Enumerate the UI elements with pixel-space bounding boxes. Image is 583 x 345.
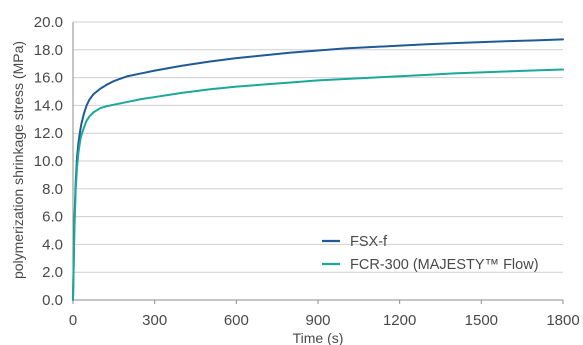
series-lines (72, 38, 564, 301)
x-tick-label-1800: 1800 (546, 312, 579, 329)
legend-label-fsx-f: FSX-f (350, 234, 388, 250)
x-tick-label-1200: 1200 (383, 312, 416, 329)
x-axis-title: Time (s) (293, 330, 344, 345)
y-tick-label-8: 8.0 (42, 181, 63, 198)
legend: FSX-f FCR-300 (MAJESTY™ Flow) (322, 234, 539, 273)
y-tick-label-20: 20.0 (34, 14, 63, 31)
y-tick-label-10: 10.0 (34, 153, 63, 170)
y-tick-label-4: 4.0 (42, 236, 63, 253)
y-tick-labels: 0.0 2.0 4.0 6.0 8.0 10.0 12.0 14.0 16.0 18.0 20.0 (34, 14, 63, 309)
series-line-fcr-300 (72, 68, 564, 301)
x-tick-labels: 0 300 600 900 1200 1500 1800 (69, 312, 580, 329)
y-tick-label-14: 14.0 (34, 97, 63, 114)
y-tick-label-6: 6.0 (42, 209, 63, 226)
y-tick-label-16: 16.0 (34, 70, 63, 87)
y-axis-title: polymerization shrinkage stress (MPa) (10, 41, 26, 279)
x-tick-label-1500: 1500 (465, 312, 498, 329)
x-tick-label-0: 0 (69, 312, 77, 329)
legend-label-fcr-300: FCR-300 (MAJESTY™ Flow) (350, 257, 539, 273)
y-tick-label-18: 18.0 (34, 42, 63, 59)
x-tick-label-900: 900 (305, 312, 330, 329)
y-tick-label-12: 12.0 (34, 125, 63, 142)
gridlines (73, 21, 563, 273)
y-tick-label-0: 0.0 (42, 292, 63, 309)
series-line-fsx-f (72, 38, 564, 301)
x-tick-label-600: 600 (224, 312, 249, 329)
y-tick-label-2: 2.0 (42, 264, 63, 281)
x-tick-label-300: 300 (142, 312, 167, 329)
